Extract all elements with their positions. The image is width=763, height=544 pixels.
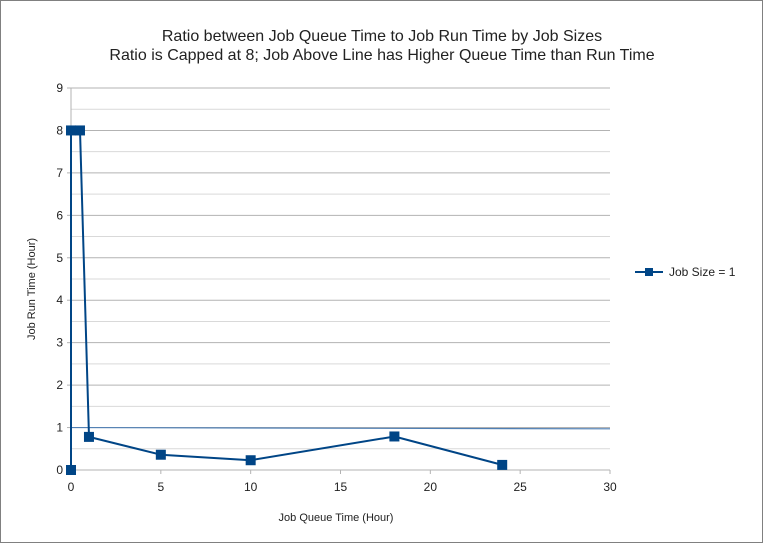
series-layer [66, 125, 508, 475]
data-point [245, 455, 256, 466]
tick-labels: 0 1 2 3 4 5 6 7 8 9 0 5 10 15 20 25 30 [56, 81, 617, 494]
data-point [155, 449, 166, 460]
x-tick-label: 10 [244, 480, 258, 494]
x-tick-label: 5 [157, 480, 164, 494]
y-tick-label: 1 [56, 421, 63, 435]
chart-subtitle: Ratio is Capped at 8; Job Above Line has… [109, 47, 654, 64]
y-tick-label: 8 [56, 123, 63, 137]
x-tick-label: 15 [334, 480, 348, 494]
y-tick-label: 7 [56, 166, 63, 180]
y-axis-label: Job Run Time (Hour) [26, 238, 38, 340]
y-tick-label: 5 [56, 251, 63, 265]
chart-title: Ratio between Job Queue Time to Job Run … [162, 28, 602, 45]
x-tick-label: 0 [68, 480, 75, 494]
data-point [74, 125, 85, 136]
y-tick-label: 0 [56, 463, 63, 477]
legend: Job Size = 1 [635, 265, 736, 279]
reference-line-layer [70, 426, 611, 430]
y-tick-label: 6 [56, 208, 63, 222]
data-point [66, 465, 76, 475]
data-point [389, 431, 400, 442]
y-tick-label: 9 [56, 81, 63, 95]
reference-line [70, 426, 611, 430]
y-tick-label: 2 [56, 378, 63, 392]
data-point [497, 459, 508, 470]
legend-marker [645, 268, 653, 276]
x-tick-label: 25 [513, 480, 527, 494]
data-point [66, 125, 76, 136]
axes [67, 87, 611, 474]
grid [71, 87, 610, 471]
x-tick-label: 30 [603, 480, 617, 494]
y-tick-label: 3 [56, 336, 63, 350]
x-tick-label: 20 [424, 480, 438, 494]
legend-label: Job Size = 1 [669, 265, 736, 279]
x-axis-label: Job Queue Time (Hour) [279, 512, 394, 524]
data-point [83, 431, 94, 442]
y-tick-label: 4 [56, 293, 63, 307]
